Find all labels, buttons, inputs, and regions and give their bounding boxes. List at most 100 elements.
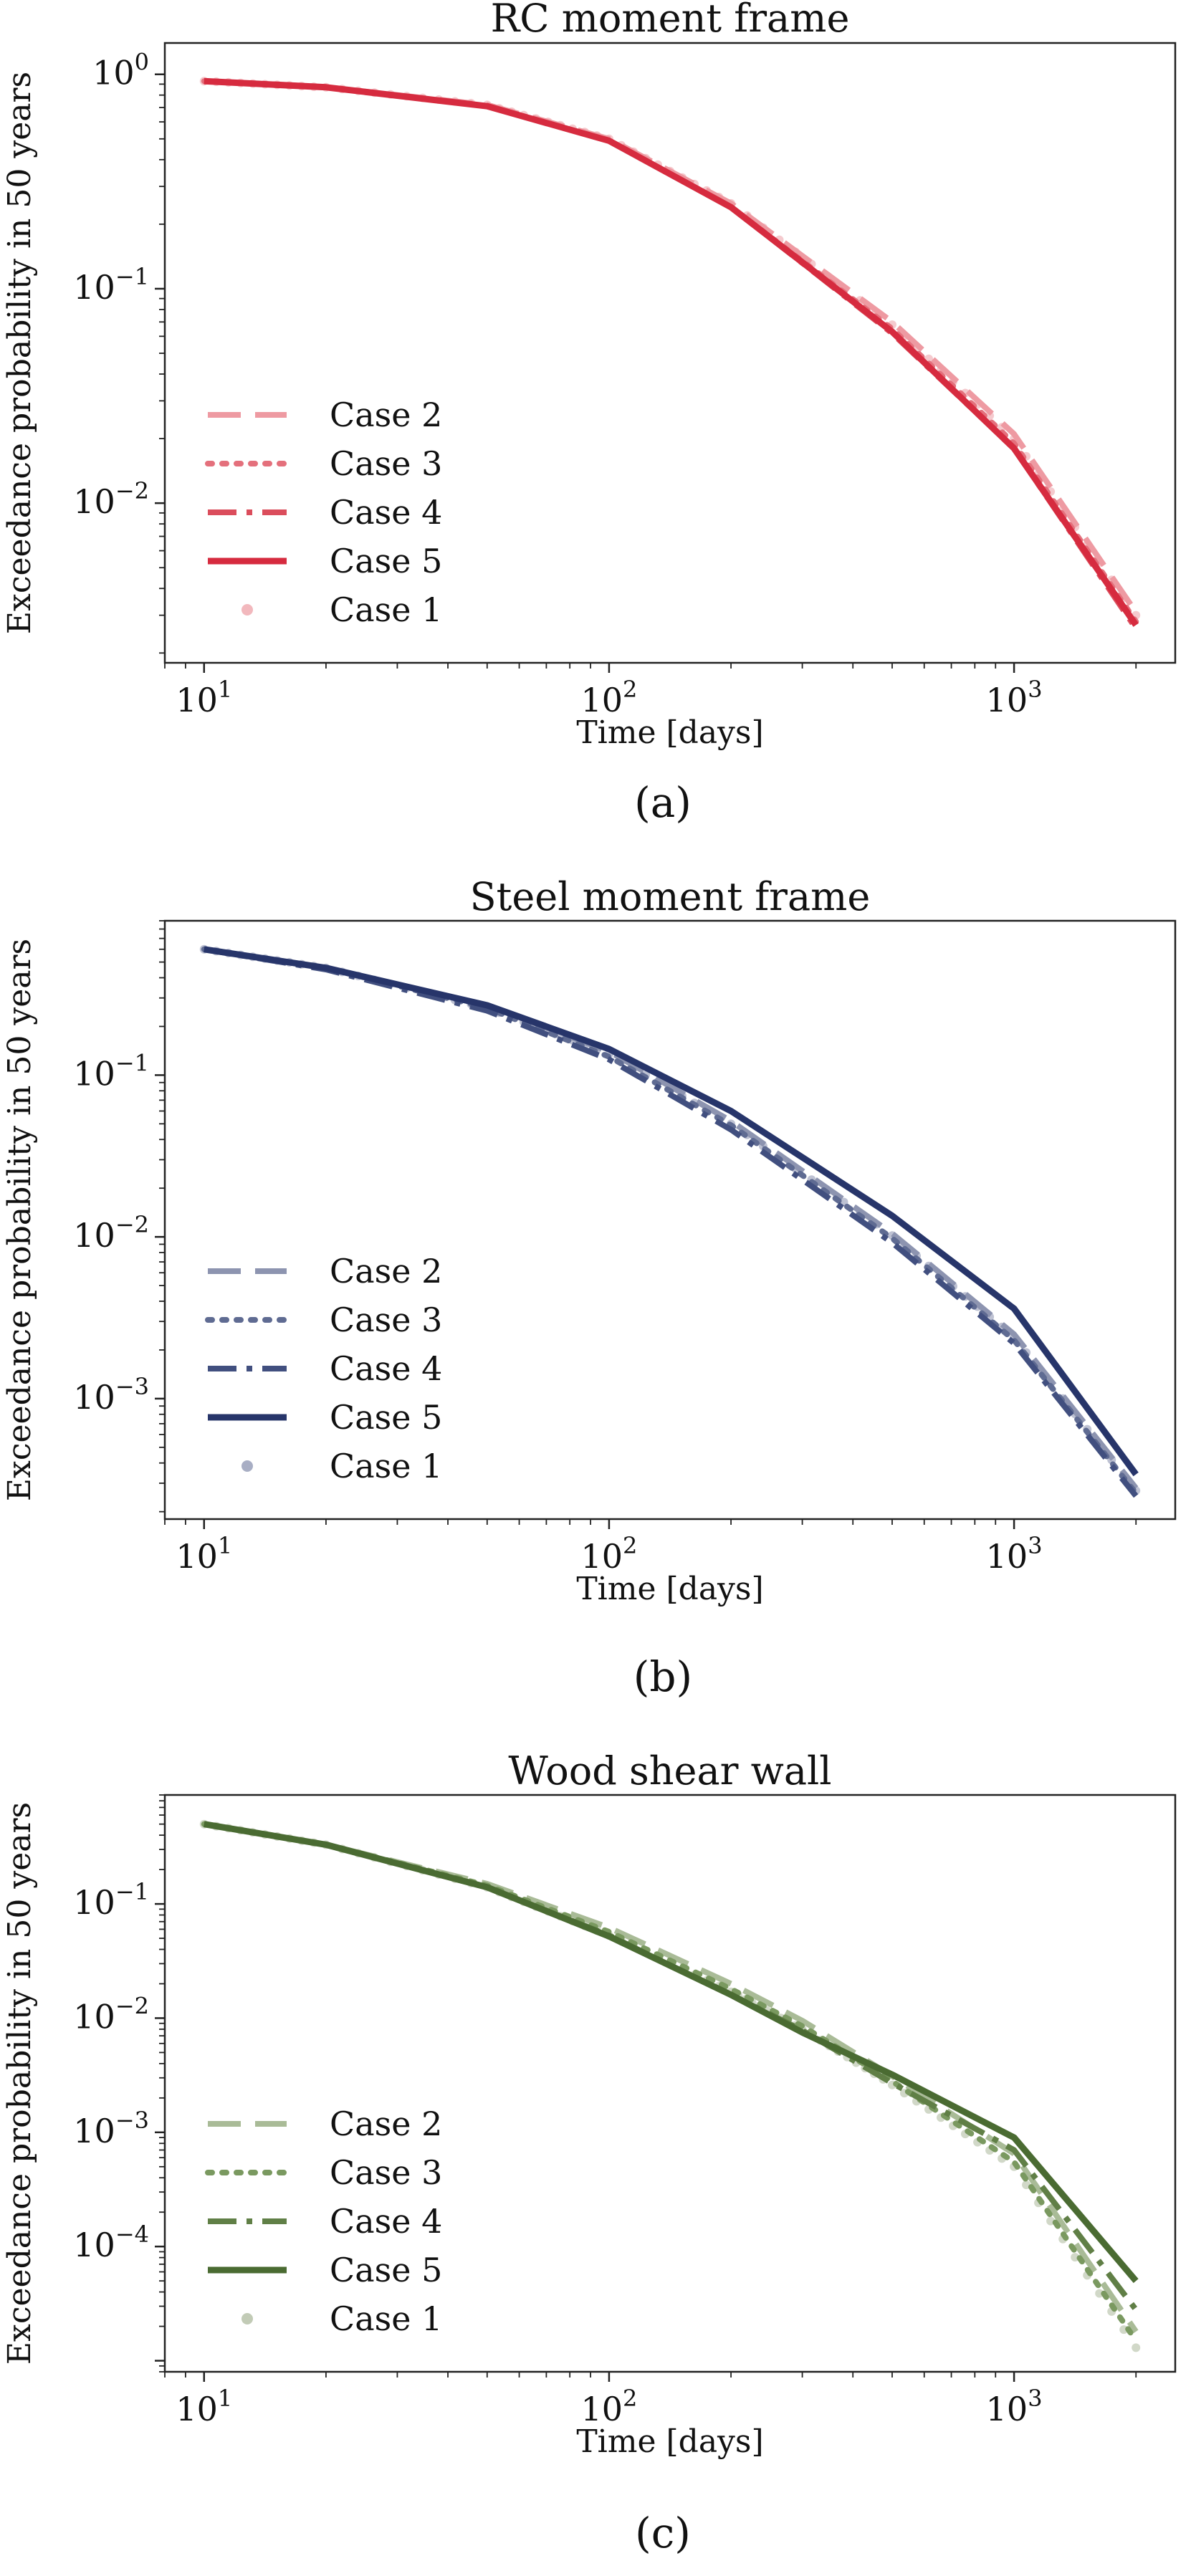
x-tick-base: 10 — [580, 1537, 623, 1576]
y-tick-label: 10−1 — [73, 263, 149, 307]
legend-label: Case 4 — [330, 493, 442, 532]
series-case-1-markers — [199, 77, 1141, 620]
legend-marker — [241, 604, 253, 616]
y-axis-label: Exceedance probability in 50 years — [1, 72, 38, 634]
x-tick-exponent: 2 — [623, 2385, 637, 2412]
x-axis: 101 102 103 — [164, 1519, 1137, 1576]
legend-marker — [241, 1460, 253, 1472]
y-tick-exponent: 0 — [135, 49, 149, 76]
series-line-case-5 — [204, 946, 1139, 1477]
data-point — [1095, 2289, 1104, 2298]
y-tick-exponent: −1 — [115, 263, 149, 290]
x-axis: 101 102 103 — [164, 663, 1137, 719]
x-tick-label: 102 — [580, 676, 637, 719]
legend-label: Case 5 — [330, 1398, 442, 1437]
y-tick-label: 10−4 — [73, 2221, 149, 2264]
x-tick-base: 10 — [986, 681, 1028, 719]
legend: Case 2 Case 3 Case 4 Case 5 Case 1 — [205, 2105, 442, 2338]
y-tick-base: 10 — [73, 1997, 115, 2036]
chart-title: RC moment frame — [491, 0, 850, 41]
x-tick-exponent: 3 — [1028, 2385, 1042, 2412]
x-tick-label: 103 — [986, 1532, 1043, 1576]
y-tick-base: 10 — [92, 54, 135, 92]
x-tick-label: 101 — [176, 2385, 232, 2428]
y-tick-label: 10−3 — [73, 1373, 149, 1417]
x-tick-base: 10 — [580, 681, 623, 719]
x-tick-label: 101 — [176, 1532, 232, 1576]
x-tick-exponent: 3 — [1028, 1532, 1042, 1559]
legend-marker — [241, 2313, 253, 2324]
legend-label: Case 2 — [330, 2105, 442, 2143]
y-axis-label: Exceedance probability in 50 years — [1, 939, 38, 1501]
y-tick-label: 10−1 — [73, 1049, 149, 1093]
y-tick-exponent: −2 — [115, 477, 149, 504]
series-line-case-3 — [201, 78, 1139, 625]
y-tick-exponent: −3 — [115, 2107, 149, 2134]
y-tick-label: 100 — [92, 49, 149, 92]
y-tick-label: 10−1 — [73, 1878, 149, 1922]
x-tick-base: 10 — [986, 1537, 1028, 1576]
legend-label: Case 5 — [330, 2251, 442, 2289]
chart-title: Wood shear wall — [508, 1748, 831, 1794]
y-tick-exponent: −2 — [115, 1992, 149, 2019]
x-tick-label: 102 — [580, 1532, 637, 1576]
x-axis: 101 102 103 — [164, 2372, 1137, 2428]
x-tick-exponent: 2 — [623, 676, 637, 703]
x-tick-label: 102 — [580, 2385, 637, 2428]
y-tick-base: 10 — [73, 1216, 115, 1255]
x-tick-exponent: 1 — [218, 1532, 232, 1559]
x-tick-base: 10 — [986, 2390, 1028, 2428]
legend-label: Case 3 — [330, 1301, 442, 1339]
figure-caption: (c) — [635, 2509, 691, 2557]
series-line-case-5 — [204, 1821, 1139, 2284]
legend-label: Case 1 — [330, 2299, 442, 2338]
legend-label: Case 1 — [330, 590, 442, 629]
x-tick-exponent: 2 — [623, 1532, 637, 1559]
legend: Case 2 Case 3 Case 4 Case 5 Case 1 — [205, 1252, 442, 1485]
plot-frame — [163, 42, 1177, 664]
series-line-case-2 — [204, 78, 1139, 614]
y-tick-base: 10 — [73, 1883, 115, 1922]
chart-title: Steel moment frame — [470, 874, 871, 919]
legend-label: Case 4 — [330, 2202, 442, 2241]
y-axis: 10−110−210−3 — [73, 920, 165, 1513]
x-tick-exponent: 1 — [218, 2385, 232, 2412]
plot-series-group — [199, 944, 1141, 1498]
plot-frame — [163, 919, 1177, 1521]
y-tick-label: 10−2 — [73, 1992, 149, 2036]
y-tick-exponent: −1 — [115, 1049, 149, 1076]
x-tick-base: 10 — [176, 2390, 218, 2428]
x-tick-label: 103 — [986, 2385, 1043, 2428]
y-tick-base: 10 — [73, 268, 115, 307]
x-tick-label: 103 — [986, 676, 1043, 719]
data-point — [1132, 2343, 1141, 2352]
x-tick-base: 10 — [176, 681, 218, 719]
legend-label: Case 3 — [330, 2153, 442, 2192]
y-tick-base: 10 — [73, 1054, 115, 1093]
plot-series-group — [199, 77, 1141, 631]
legend-label: Case 1 — [330, 1447, 442, 1485]
legend-label: Case 2 — [330, 1252, 442, 1291]
y-axis-label: Exceedance probability in 50 years — [1, 1802, 38, 2365]
legend: Case 2 Case 3 Case 4 Case 5 Case 1 — [205, 396, 442, 629]
y-tick-label: 10−2 — [73, 477, 149, 521]
y-tick-base: 10 — [73, 2226, 115, 2264]
legend-label: Case 5 — [330, 542, 442, 580]
plot-frame — [163, 1794, 1177, 2373]
x-tick-exponent: 3 — [1028, 676, 1042, 703]
x-tick-label: 101 — [176, 676, 232, 719]
legend-label: Case 4 — [330, 1349, 442, 1388]
figure-caption: (b) — [633, 1652, 692, 1701]
plot-series-group — [199, 1819, 1141, 2352]
x-axis-label: Time [days] — [576, 2423, 763, 2460]
series-line-case-5 — [204, 77, 1139, 627]
x-axis-label: Time [days] — [576, 1571, 763, 1607]
y-tick-label: 10−2 — [73, 1211, 149, 1255]
legend-label: Case 3 — [330, 444, 442, 483]
y-tick-exponent: −1 — [115, 1878, 149, 1905]
y-tick-base: 10 — [73, 482, 115, 521]
